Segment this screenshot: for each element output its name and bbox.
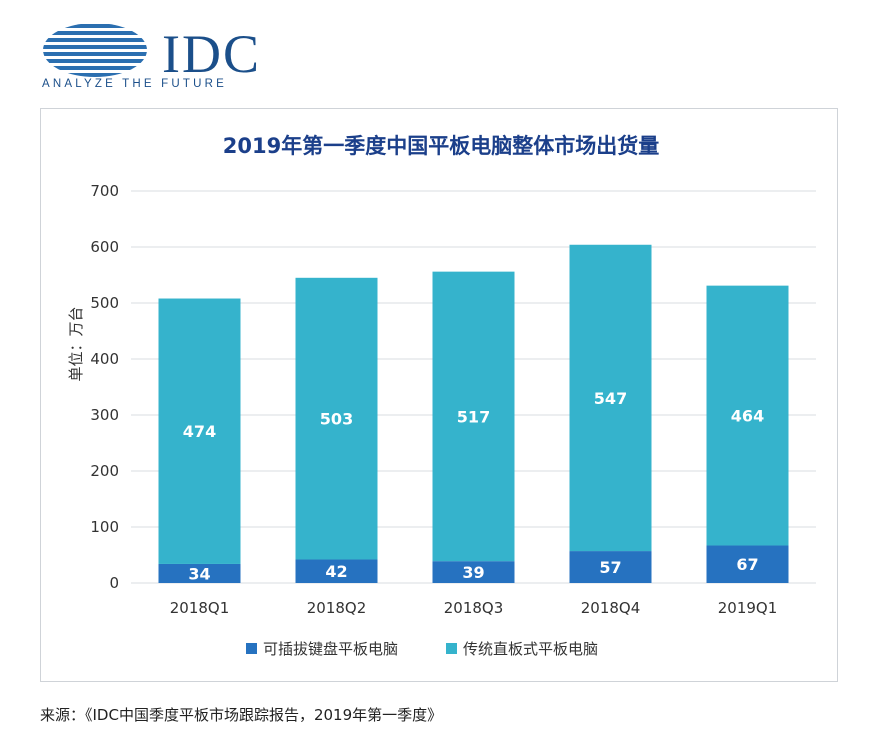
data-label: 34 — [188, 564, 210, 583]
logo-brand: IDC — [162, 24, 261, 84]
idc-globe-icon — [43, 24, 147, 77]
data-label: 464 — [731, 407, 764, 426]
y-tick-label: 100 — [90, 518, 119, 536]
y-tick-label: 200 — [90, 462, 119, 480]
x-tick-label: 2019Q1 — [718, 599, 778, 617]
bar-traditional — [158, 298, 241, 564]
y-tick-label: 400 — [90, 350, 119, 368]
x-tick-label: 2018Q4 — [581, 599, 641, 617]
source-note: 来源：《IDC中国季度平板市场跟踪报告，2019年第一季度》 — [40, 706, 443, 724]
legend-label: 传统直板式平板电脑 — [463, 640, 598, 658]
legend-swatch — [446, 643, 457, 654]
legend-swatch — [246, 643, 257, 654]
data-label: 57 — [599, 558, 621, 577]
bar-keyboard — [158, 563, 241, 583]
data-label: 517 — [457, 407, 490, 426]
bar-keyboard — [295, 559, 378, 583]
bar-traditional — [432, 271, 515, 562]
bar-traditional — [706, 285, 789, 546]
bar-keyboard — [706, 545, 789, 583]
y-axis-label: 单位：万台 — [67, 306, 85, 381]
y-tick-label: 700 — [90, 182, 119, 200]
chart-title: 2019年第一季度中国平板电脑整体市场出货量 — [223, 134, 659, 158]
y-tick-label: 600 — [90, 238, 119, 256]
y-tick-label: 300 — [90, 406, 119, 424]
x-tick-label: 2018Q1 — [170, 599, 230, 617]
bar-traditional — [569, 244, 652, 552]
y-tick-label: 0 — [109, 574, 119, 592]
data-label: 503 — [320, 410, 353, 429]
idc-logo: IDC ANALYZE THE FUTURE — [40, 18, 260, 96]
y-tick-label: 500 — [90, 294, 119, 312]
legend-label: 可插拔键盘平板电脑 — [263, 640, 398, 658]
data-label: 547 — [594, 389, 627, 408]
bar-keyboard — [569, 551, 652, 583]
x-tick-label: 2018Q3 — [444, 599, 504, 617]
data-label: 67 — [736, 555, 758, 574]
data-label: 474 — [183, 422, 216, 441]
data-label: 42 — [325, 562, 347, 581]
chart-panel: 2019年第一季度中国平板电脑整体市场出货量 单位：万台 0 100 200 300 4… — [40, 108, 838, 682]
data-label: 39 — [462, 563, 484, 582]
bar-keyboard — [432, 561, 515, 583]
bar-traditional — [295, 277, 378, 560]
x-tick-label: 2018Q2 — [307, 599, 367, 617]
chart: 2019年第一季度中国平板电脑整体市场出货量 单位：万台 0 100 200 300 4… — [67, 134, 816, 658]
logo-tagline: ANALYZE THE FUTURE — [42, 78, 227, 90]
